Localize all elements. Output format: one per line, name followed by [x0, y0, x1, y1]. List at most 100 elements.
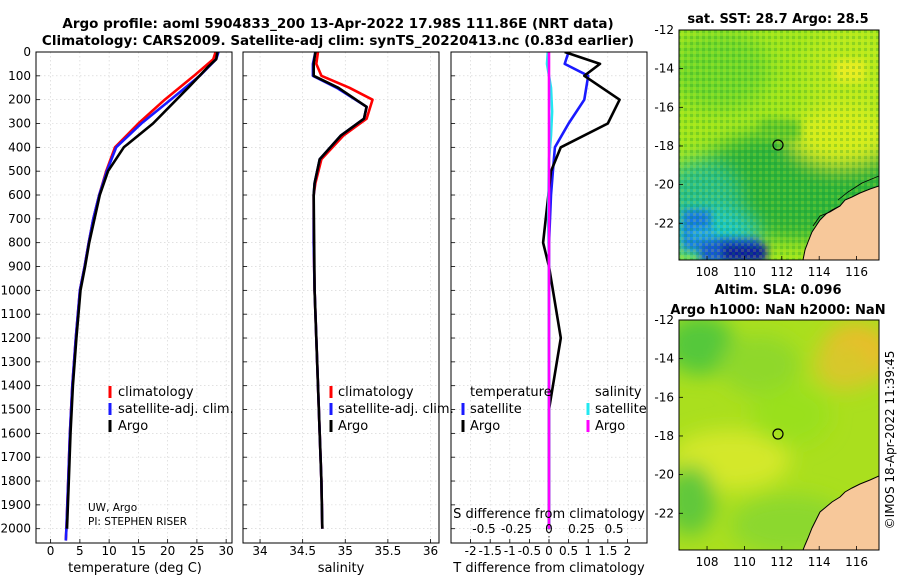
- sst-map-ticks: -12 -14 -16 -18 -20 -22 108 110 112 114 116: [654, 23, 868, 279]
- float-position-marker: [772, 139, 784, 151]
- lat-tick-label: -12: [654, 313, 674, 327]
- salinity-x-ticks: 34 34.5 35 35.5 36: [252, 539, 438, 558]
- depth-tick-label: 100: [8, 69, 31, 83]
- depth-tick-label: 1400: [0, 379, 31, 393]
- temperature-panel: 0100200300400500600700800900100011001200…: [0, 45, 233, 576]
- lat-tick-label: -22: [654, 506, 674, 520]
- lon-tick-label: 110: [733, 555, 756, 569]
- reef-outline: [837, 175, 879, 201]
- lon-tick-label: 112: [770, 555, 793, 569]
- difference-x-tick-label: -1.5: [478, 544, 501, 558]
- lon-tick-label: 108: [696, 265, 719, 279]
- depth-tick-label: 2000: [0, 522, 31, 536]
- lon-tick-label: 116: [845, 265, 868, 279]
- lon-tick-label: 112: [770, 265, 793, 279]
- lon-tick-label: 108: [696, 555, 719, 569]
- depth-tick-label: 1700: [0, 450, 31, 464]
- depth-tick-label: 700: [8, 212, 31, 226]
- credit-pi: PI: STEPHEN RISER: [88, 516, 187, 528]
- lon-tick-label: 110: [733, 265, 756, 279]
- figure-title-line1: Argo profile: aoml 5904833_200 13-Apr-20…: [62, 16, 613, 32]
- salinity-x-tick-label: 34: [252, 544, 267, 558]
- temperature-x-tick-label: 25: [189, 544, 204, 558]
- salinity-xlabel: salinity: [318, 561, 365, 576]
- temperature-x-tick-label: 15: [131, 544, 146, 558]
- lat-tick-label: -12: [654, 23, 674, 37]
- salinity-grid: [243, 51, 439, 543]
- legend-satellite: satellite-adj. clim.: [118, 402, 234, 417]
- lat-tick-label: -18: [654, 429, 674, 443]
- temperature-grid: [36, 51, 232, 543]
- salinity-x-tick-label: 35.5: [375, 544, 402, 558]
- sla-map: Altim. SLA: 0.096 Argo h1000: NaN h2000:…: [654, 283, 885, 569]
- s-difference-tick-label: 0.25: [568, 522, 595, 536]
- salinity-legend: climatology satellite-adj. clim. Argo: [329, 385, 454, 434]
- difference-x-tick-label: 2: [624, 544, 632, 558]
- sla-field: [679, 320, 879, 550]
- difference-legend: temperature salinity satellite Argo sate…: [461, 385, 647, 434]
- temperature-x-tick-label: 5: [76, 544, 84, 558]
- s-difference-tick-label: 0.5: [604, 522, 623, 536]
- sst-map-title: sat. SST: 28.7 Argo: 28.5: [687, 12, 868, 27]
- s-difference-tick-label: 0: [545, 522, 553, 536]
- depth-tick-label: 1800: [0, 474, 31, 488]
- legend-temp-argo: Argo: [470, 419, 500, 434]
- s-difference-tick-label: -0.5: [472, 522, 495, 536]
- sst-map-frame: [678, 29, 880, 261]
- depth-tick-label: 800: [8, 236, 31, 250]
- lon-tick-label: 116: [845, 555, 868, 569]
- difference-x-tick-label: -0.5: [518, 544, 541, 558]
- depth-tick-label: 400: [8, 140, 31, 154]
- difference-grid: [451, 51, 647, 543]
- salinity-x-tick-label: 35: [338, 544, 353, 558]
- temperature-legend: climatology satellite-adj. clim. Argo: [108, 385, 234, 434]
- lat-tick-label: -20: [654, 178, 674, 192]
- temperature-x-tick-label: 20: [160, 544, 175, 558]
- series-line-argo: [312, 52, 368, 529]
- salinity-axes-box: [242, 51, 440, 544]
- legend-temperature-title: temperature: [470, 385, 552, 400]
- salinity-series: [311, 52, 374, 529]
- depth-tick-label: 900: [8, 260, 31, 274]
- lon-tick-label: 114: [808, 265, 831, 279]
- depth-tick-label: 1100: [0, 307, 31, 321]
- figure-title-line2: Climatology: CARS2009. Satellite-adj cli…: [42, 33, 634, 49]
- lon-tick-label: 114: [808, 555, 831, 569]
- lat-tick-label: -18: [654, 139, 674, 153]
- temperature-x-tick-label: 30: [219, 544, 234, 558]
- difference-xlabel: T difference from climatology: [452, 561, 645, 576]
- difference-x-tick-label: -1: [504, 544, 516, 558]
- depth-tick-label: 300: [8, 117, 31, 131]
- legend-salinity-title: salinity: [595, 385, 642, 400]
- depth-tick-label: 1200: [0, 331, 31, 345]
- depth-tick-label: 1300: [0, 355, 31, 369]
- lat-tick-label: -20: [654, 468, 674, 482]
- legend-sal-argo: Argo: [595, 419, 625, 434]
- difference-x-tick-label: 0: [545, 544, 553, 558]
- salinity-difference-label: S difference from climatology: [453, 507, 645, 522]
- lat-tick-label: -16: [654, 390, 674, 404]
- salinity-panel: 34 34.5 35 35.5 36 salinity climatology sate…: [242, 51, 454, 576]
- sla-map-title-line1: Altim. SLA: 0.096: [715, 283, 842, 298]
- depth-tick-label: 200: [8, 93, 31, 107]
- depth-tick-labels: 0 100 200 300 400 500 600 700 800 900 1000 1100 1200…: [0, 45, 31, 536]
- sst-map: sat. SST: 28.7 Argo: 28.5: [654, 12, 880, 279]
- temperature-series: [64, 52, 220, 541]
- lat-tick-label: -22: [654, 216, 674, 230]
- legend-climatology: climatology: [338, 385, 414, 400]
- imos-credit: ©IMOS 18-Apr-2022 11:39:45: [883, 351, 897, 530]
- legend-sal-satellite: satellite: [595, 402, 647, 417]
- depth-tick-label: 1500: [0, 403, 31, 417]
- lat-tick-label: -14: [654, 62, 674, 76]
- depth-tick-label: 600: [8, 188, 31, 202]
- depth-tick-label: 1600: [0, 426, 31, 440]
- sst-field: [679, 30, 879, 260]
- series-line-argo: [65, 52, 219, 529]
- lat-tick-label: -14: [654, 352, 674, 366]
- sla-map-title-line2: Argo h1000: NaN h2000: NaN: [670, 303, 885, 318]
- temperature-xlabel: temperature (deg C): [68, 561, 202, 576]
- reef-outline: [812, 205, 841, 227]
- difference-panel: -2 -1.5 -1 -0.5 0 0.5 1 1.5 2 T difference from …: [450, 51, 648, 576]
- salinity-difference-ticks: -0.5 -0.25 0 0.25 0.5: [472, 522, 623, 536]
- difference-series: [541, 52, 621, 529]
